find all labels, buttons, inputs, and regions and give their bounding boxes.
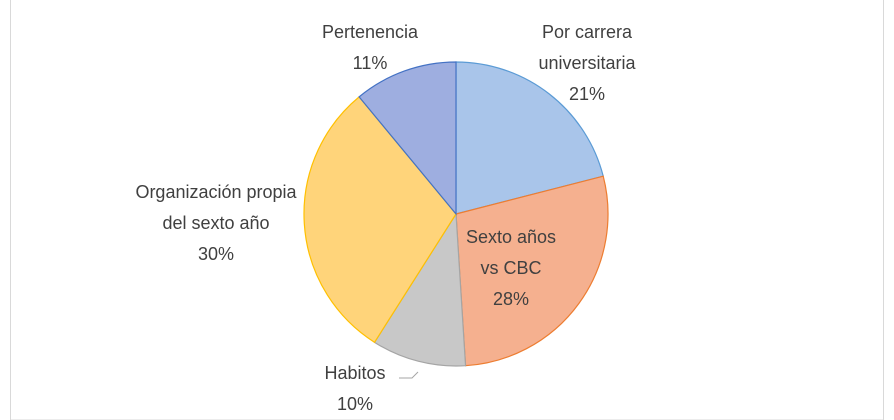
category-name: Sexto años vs CBC [465,227,557,278]
slice-label: Por carrera universitaria 21% [507,17,667,110]
category-name: Pertenencia [321,22,419,42]
chart-frame [10,0,884,420]
percent-label: 21% [568,84,606,104]
pie-slice [373,212,467,367]
category-name: Por carrera universitaria [538,22,636,73]
percent-label: 11% [352,53,388,73]
slice-label: Organización propia del sexto año 30% [129,177,304,270]
pie-slice [303,96,457,344]
slice-label: Habitos 10% [295,358,415,420]
percent-label: 28% [492,289,530,309]
percent-label: 10% [336,394,374,414]
slice-label: Pertenencia 11% [300,17,440,79]
percent-label: 30% [197,244,235,264]
category-name: Organización propia del sexto año [135,182,297,233]
leader-line [399,371,419,379]
pie-slice [358,61,457,216]
pie-slice [455,61,604,215]
category-name: Habitos [324,363,386,383]
pie-slice [455,175,609,367]
slice-label: Sexto años vs CBC 28% [456,222,566,315]
